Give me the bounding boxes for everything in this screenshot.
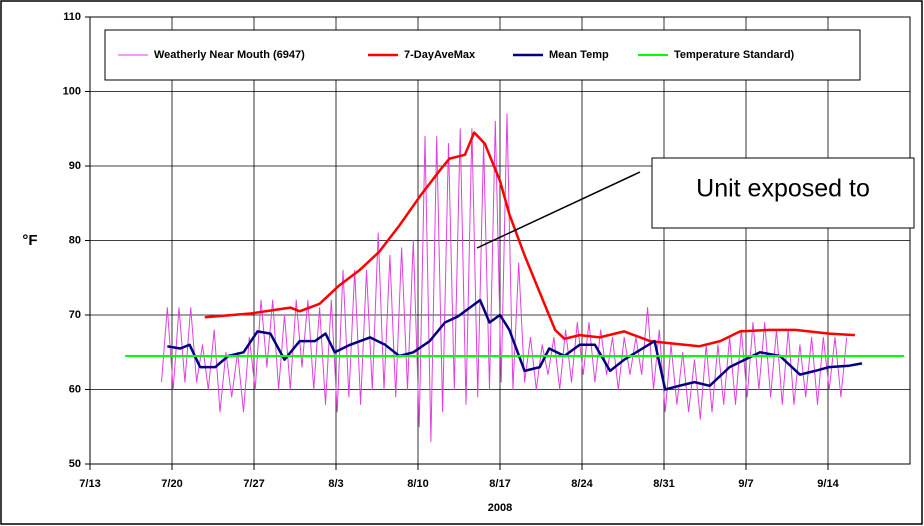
legend-label: Temperature Standard) [674, 49, 795, 61]
x-tick-label: 8/3 [328, 478, 343, 490]
x-tick-label: 8/10 [407, 478, 428, 490]
annotation-arrow [476, 171, 641, 249]
y-tick-label: 60 [69, 383, 81, 395]
x-tick-label: 9/14 [817, 478, 839, 490]
legend-label: Mean Temp [549, 49, 609, 61]
y-axis-label: °F [22, 232, 37, 249]
legend-box [104, 29, 861, 81]
y-tick-label: 80 [69, 234, 81, 246]
series-line [204, 131, 855, 348]
x-tick-label: 8/17 [489, 478, 510, 490]
y-tick-label: 110 [63, 11, 81, 23]
series-line [167, 298, 863, 391]
x-tick-label: 9/7 [738, 478, 753, 490]
x-tick-label: 7/20 [161, 478, 182, 490]
x-tick-label: 8/31 [653, 478, 674, 490]
annotation-box [651, 157, 915, 229]
legend-label: Weatherly Near Mouth (6947) [154, 49, 305, 61]
y-tick-label: 70 [69, 309, 81, 321]
x-tick-label: 7/27 [243, 478, 264, 490]
x-axis-label: 2008 [488, 502, 512, 514]
x-tick-label: 8/24 [571, 478, 593, 490]
y-tick-label: 100 [63, 85, 81, 97]
x-tick-label: 7/13 [79, 478, 100, 490]
y-tick-label: 50 [69, 458, 81, 470]
legend-label: 7-DayAveMax [404, 49, 476, 61]
annotation-text: Unit exposed to [696, 175, 870, 203]
y-tick-label: 90 [69, 160, 81, 172]
